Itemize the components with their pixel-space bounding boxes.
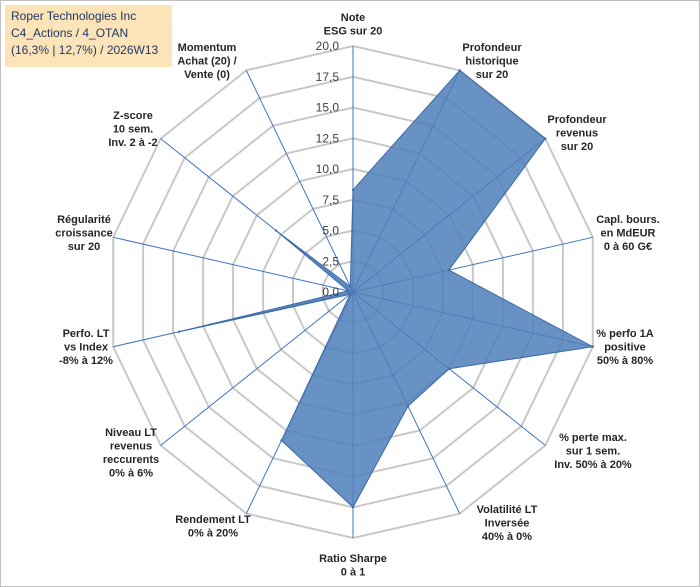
data-point-1 — [458, 69, 461, 72]
series-area-0 — [178, 69, 595, 509]
axis-label-3: Capl. bours. en MdEUR 0 à 60 G€ — [596, 214, 660, 253]
tick-label-3: 7,5 — [322, 193, 339, 207]
axis-label-8: Rendement LT 0% à 20% — [175, 514, 251, 540]
axis-label-12: Z-score 10 sem. Inv. 2 à -2 — [108, 110, 157, 149]
data-point-12 — [274, 229, 278, 232]
data-point-13 — [349, 285, 352, 288]
tick-label-0: 0,0 — [322, 285, 339, 299]
axis-label-10: Perfo. LT vs Index -8% à 12% — [59, 328, 113, 367]
data-point-7 — [351, 506, 355, 509]
data-point-4 — [591, 345, 594, 348]
axis-label-13: Momentum Achat (20) / Vente (0) — [177, 42, 236, 81]
tick-labels: 0,0 2,5 5,0 7,5 10,0 12,5 15,0 17,5 20,0 — [316, 39, 340, 299]
data-point-5 — [448, 367, 451, 370]
axis-label-5: % perte max. sur 1 sem. Inv. 50% à 20% — [554, 432, 632, 471]
tick-label-6: 15,0 — [316, 101, 340, 115]
tick-label-4: 10,0 — [316, 162, 340, 176]
spoke-13 — [245, 70, 354, 293]
tick-label-7: 17,5 — [316, 70, 340, 84]
data-point-2 — [544, 137, 547, 140]
data-point-0 — [351, 188, 355, 192]
data-point-11 — [347, 289, 350, 293]
series-layer — [177, 69, 595, 509]
spoke-9 — [160, 291, 354, 446]
axis-label-1: Profondeur historique sur 20 — [462, 42, 522, 81]
axis-label-9: Niveau LT revenus reccurents 0% à 6% — [103, 427, 159, 480]
tick-label-8: 20,0 — [316, 39, 340, 53]
axis-label-7: Ratio Sharpe 0 à 1 — [319, 553, 387, 579]
title-line-2: C4_Actions / 4_OTAN — [11, 26, 129, 40]
chart-title-box: Roper Technologies Inc C4_Actions / 4_OT… — [5, 5, 172, 67]
title-line-3: (16,3% | 12,7%) / 2026W13 — [11, 43, 159, 57]
title-line-1: Roper Technologies Inc — [11, 9, 137, 23]
data-point-6 — [406, 404, 410, 408]
spoke-11 — [113, 236, 354, 293]
data-point-9 — [348, 293, 352, 296]
axis-label-4: % perfo 1A positive 50% à 80% — [596, 328, 654, 367]
axis-label-0: Note ESG sur 20 — [324, 12, 383, 38]
data-point-3 — [447, 268, 451, 272]
tick-label-1: 2,5 — [322, 254, 339, 268]
data-point-8 — [280, 439, 283, 442]
tick-label-5: 12,5 — [316, 131, 340, 145]
axis-label-11: Régularité croissance sur 20 — [55, 214, 112, 253]
axis-labels: Note ESG sur 20 Profondeur historique sur 20… — [55, 12, 660, 579]
data-point-10 — [177, 330, 181, 333]
tick-label-2: 5,0 — [322, 224, 339, 238]
axis-label-2: Profondeur revenus sur 20 — [547, 114, 607, 153]
axis-label-6: Volatilité LT Inversée 40% à 0% — [477, 504, 538, 543]
